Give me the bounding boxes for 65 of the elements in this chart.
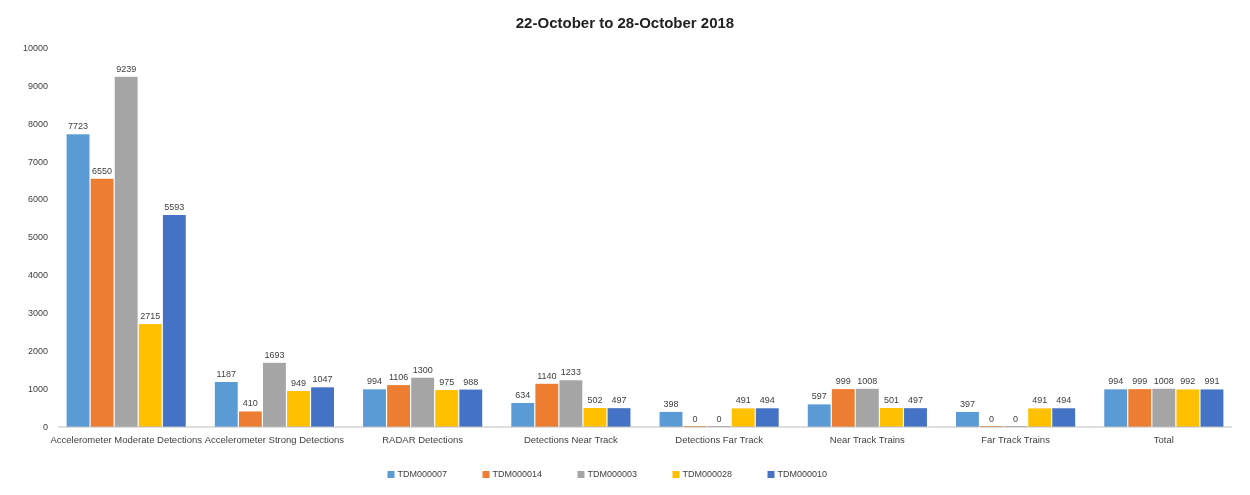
x-tick-label: RADAR Detections [382,434,464,445]
data-label: 994 [367,376,383,387]
data-label: 491 [1032,395,1048,406]
x-tick-label: Accelerometer Strong Detections [204,434,345,445]
x-tick-label: Far Track Trains [981,434,1051,445]
data-label: 992 [1180,376,1196,387]
data-label: 988 [463,376,479,387]
y-tick-label: 6000 [27,194,48,205]
data-label: 1008 [857,375,878,386]
y-tick-label: 0 [42,421,48,432]
data-label: 1693 [264,349,285,360]
data-label: 491 [735,395,751,406]
data-label: 397 [959,398,975,409]
data-label: 497 [907,395,923,406]
data-label: 5593 [164,202,185,213]
x-tick-label: Accelerometer Moderate Detections [50,434,203,445]
y-tick-label: 9000 [27,80,48,91]
x-tick-label: Detections Far Track [675,434,764,445]
data-label: 502 [587,394,603,405]
data-label: 1008 [1153,375,1174,386]
data-label: 0 [1013,414,1019,424]
data-label: 634 [515,389,531,400]
y-tick-label: 2000 [27,346,48,357]
data-label: 410 [242,398,258,409]
data-label: 494 [1056,395,1072,406]
y-tick-label: 3000 [27,308,48,319]
data-label: 1106 [388,372,409,383]
data-label: 497 [611,395,627,406]
x-tick-label: Detections Near Track [523,434,619,445]
y-tick-label: 4000 [27,270,48,281]
data-label: 1140 [537,370,557,381]
data-label: 2715 [140,311,161,322]
data-label: 0 [692,414,698,424]
data-label: 994 [1108,376,1124,387]
data-label: 1233 [560,367,581,378]
data-label: 1300 [412,364,433,375]
data-label: 949 [290,378,306,389]
legend-label: TDM000007 [397,469,448,479]
data-label: 999 [1132,376,1148,387]
data-label: 9239 [116,63,137,74]
y-tick-label: 7000 [27,156,48,167]
data-label: 1187 [216,369,236,380]
data-label: 7723 [68,121,89,132]
legend-label: TDM000014 [492,469,543,479]
data-label: 1047 [312,374,333,385]
x-tick-label: Total [1153,434,1174,445]
data-label: 999 [835,376,851,387]
y-tick-label: 10000 [22,42,48,53]
data-label: 975 [439,377,455,388]
y-tick-label: 8000 [27,118,48,129]
data-label: 991 [1204,376,1220,387]
y-tick-label: 1000 [27,383,48,394]
data-label: 0 [716,414,722,424]
legend-label: TDM000003 [587,469,638,479]
data-label: 0 [989,414,995,424]
legend-label: TDM000028 [682,469,733,479]
data-label: 501 [883,395,899,406]
data-label: 494 [759,395,775,406]
data-label: 597 [811,391,827,402]
x-tick-label: Near Track Trains [829,434,906,445]
legend-label: TDM000010 [777,469,828,479]
chart-title: 22-October to 28-October 2018 [515,14,735,31]
data-label: 398 [663,398,679,409]
data-label: 6550 [92,165,113,176]
y-tick-label: 5000 [27,232,48,243]
